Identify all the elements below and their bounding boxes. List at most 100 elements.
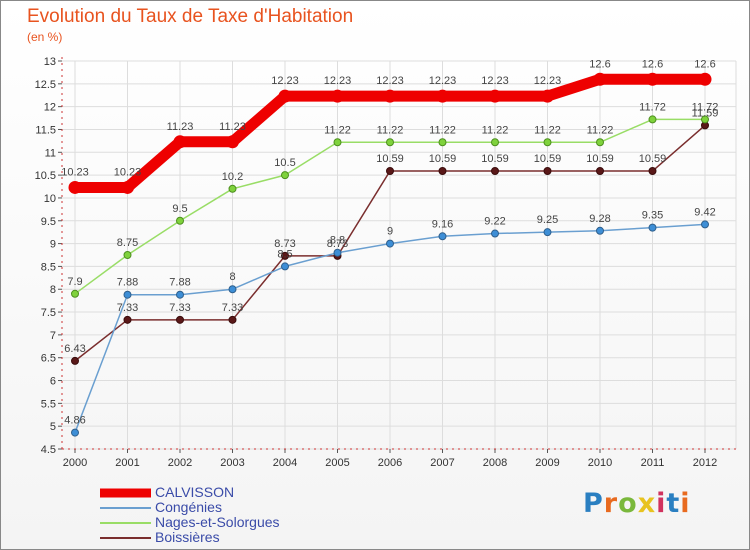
data-label: 12.23	[324, 75, 352, 87]
data-point	[176, 290, 184, 299]
x-tick-label: 2007	[430, 457, 454, 469]
data-label: 10.5	[274, 157, 295, 169]
chart-title: Evolution du Taux de Taxe d'Habitation	[27, 6, 354, 27]
data-label: 11.22	[482, 124, 509, 136]
data-point	[648, 115, 657, 124]
data-label: 11.23	[167, 121, 194, 133]
data-label: 8.73	[274, 238, 295, 250]
data-point	[596, 138, 604, 147]
data-point	[701, 220, 709, 229]
data-point	[71, 289, 79, 298]
data-label: 8.75	[117, 237, 138, 249]
data-label: 11.22	[429, 124, 456, 136]
data-label: 9.16	[432, 218, 453, 230]
chart-subtitle: (en %)	[27, 30, 63, 44]
data-point	[281, 262, 289, 271]
data-point	[333, 248, 342, 257]
x-tick-label: 2004	[273, 457, 297, 469]
data-point	[228, 184, 237, 193]
data-point	[383, 89, 397, 103]
y-tick-label: 13	[44, 56, 56, 68]
y-tick-label: 5	[50, 421, 56, 433]
y-tick-label: 6.5	[41, 353, 56, 365]
data-label: 11.22	[324, 124, 351, 136]
data-point	[386, 138, 394, 147]
x-tick-label: 2008	[483, 457, 507, 469]
data-label: 6.43	[64, 343, 85, 355]
data-label: 7.88	[169, 277, 190, 289]
data-label: 12.23	[429, 75, 457, 87]
data-point	[121, 180, 134, 194]
data-point	[386, 167, 394, 176]
y-tick-label: 11.5	[35, 124, 56, 136]
data-label: 11.72	[639, 101, 666, 113]
data-point	[123, 290, 132, 299]
data-label: 12.6	[642, 58, 663, 70]
data-point	[543, 228, 552, 237]
data-point	[226, 135, 239, 149]
x-tick-label: 2005	[325, 457, 349, 469]
legend-label-congenies: Congénies	[155, 499, 222, 515]
data-point	[331, 89, 344, 103]
axes: 4.5 5 5.5 6 6.5 7 7.5 8 8.5 9 9.5 10 10.5 11 11.5 12 12.…	[35, 56, 736, 469]
y-tick-label: 4.5	[41, 444, 56, 456]
data-label: 9.5	[172, 203, 187, 215]
data-point	[543, 167, 552, 176]
data-label: 8.8	[330, 235, 345, 247]
data-point	[228, 315, 237, 324]
data-point	[488, 89, 502, 103]
data-label: 9.25	[537, 214, 558, 226]
x-tick-label: 2001	[115, 457, 139, 469]
data-label: 10.23	[61, 166, 89, 178]
data-label: 10.59	[429, 153, 457, 165]
x-tick-label: 2002	[168, 457, 192, 469]
data-point	[278, 89, 292, 103]
data-label: 10.59	[586, 153, 614, 165]
data-label: 9.22	[484, 216, 505, 228]
legend-label-calvisson: CALVISSON	[155, 484, 235, 500]
data-point	[491, 229, 499, 238]
logo-letter: o	[618, 488, 638, 519]
grid	[62, 60, 737, 450]
data-label: 12.23	[481, 75, 509, 87]
x-tick-label: 2000	[63, 457, 87, 469]
data-point	[701, 115, 709, 124]
x-tick-label: 2012	[693, 457, 717, 469]
data-label: 7.33	[222, 302, 243, 314]
legend-label-boissieres: Boissières	[155, 529, 220, 545]
legend-swatch-calvisson	[100, 488, 151, 498]
data-point	[281, 171, 289, 180]
x-tick-label: 2011	[641, 457, 665, 469]
data-point	[123, 251, 132, 259]
data-label: 7.33	[169, 302, 190, 314]
data-point	[438, 167, 447, 176]
data-label: 10.59	[376, 153, 404, 165]
y-tick-label: 7	[50, 330, 56, 342]
data-label: 11.72	[692, 101, 719, 113]
data-label: 4.86	[64, 415, 85, 427]
y-tick-label: 9	[50, 239, 56, 251]
data-label: 12.23	[376, 75, 404, 87]
data-point	[438, 232, 447, 241]
legend-label-nages: Nages-et-Solorgues	[155, 514, 280, 530]
logo-letter: r	[603, 488, 619, 519]
data-point	[228, 285, 237, 294]
data-point	[71, 428, 79, 437]
logo-letter: t	[666, 488, 681, 519]
data-point	[543, 138, 552, 147]
logo-letter: i	[680, 488, 691, 519]
data-point	[176, 315, 184, 324]
data-label: 12.23	[534, 75, 562, 87]
data-label: 9	[387, 226, 393, 238]
logo-letter: P	[583, 488, 604, 519]
data-point	[491, 167, 499, 176]
data-point	[596, 167, 604, 176]
y-tick-label: 7.5	[41, 307, 56, 319]
data-label: 12.23	[271, 75, 299, 87]
data-label: 11.22	[377, 124, 404, 136]
data-point	[281, 251, 289, 260]
legend-swatch-nages	[100, 522, 151, 524]
data-label: 11.59	[692, 107, 719, 119]
data-point	[71, 356, 79, 365]
